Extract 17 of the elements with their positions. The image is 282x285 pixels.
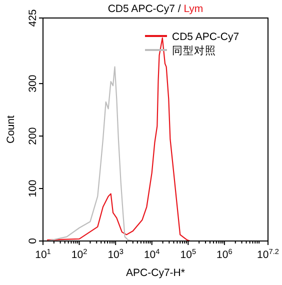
x-tick-label: 10$^{6}$ [216, 246, 232, 261]
x-tick-label: 10$^{5}$ [180, 246, 196, 261]
x-tick-label: 10$^{2}$ [71, 246, 88, 261]
legend-label: 同型对照 [172, 44, 216, 57]
y-tick-label: 0 [27, 238, 39, 244]
x-tick-label: 10$^{3}$ [108, 246, 124, 261]
chart-title: CD5 APC-Cy7 / Lym [108, 3, 204, 15]
x-tick-label: 10$^{4}$ [144, 246, 160, 261]
y-tick-label: 425 [27, 9, 39, 27]
y-tick-label: 300 [27, 74, 39, 92]
legend-label: CD5 APC-Cy7 [172, 31, 240, 43]
x-axis-title: APC-Cy7-H* [126, 267, 185, 279]
x-tick-label: 10$^{1}$ [35, 246, 51, 261]
x-tick-label: 10$^{7.2}$ [257, 246, 279, 261]
y-tick-label: 200 [27, 127, 39, 145]
y-tick-label: 100 [27, 180, 39, 198]
y-axis-title: Count [5, 115, 17, 144]
